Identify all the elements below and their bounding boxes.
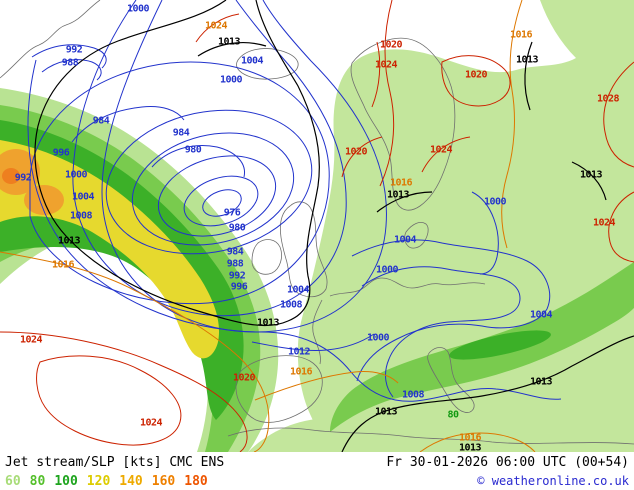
isobar-1020-east (379, 0, 395, 187)
legend-value-80: 80 (29, 474, 46, 489)
isobar-980 (183, 175, 259, 227)
jet-speed-legend: 60 80 100 120 140 160 180 (5, 470, 217, 489)
isobar-1028 (603, 61, 634, 168)
isobar-988-nw (41, 59, 102, 81)
isobars-black (34, 0, 634, 452)
isobar-1024-a (371, 41, 381, 108)
isobar-1020-cell (441, 55, 511, 107)
isobar-1024-right (608, 191, 634, 263)
isobar-1016-med (254, 371, 399, 401)
isobar-976 (202, 189, 242, 217)
isobar-1016-east (501, 0, 523, 249)
isobar-1004-east (351, 239, 551, 382)
isobar-1000-east (361, 266, 521, 398)
coast-greenland (0, 0, 101, 79)
map-area: 1000 992 988 1024 1013 1004 1000 1020 1024 1016 10… (0, 0, 634, 453)
coast-africa (227, 427, 634, 445)
coast-iberia (235, 355, 323, 423)
legend-value-160: 160 (151, 474, 176, 489)
isobar-1016-bottom (419, 432, 536, 452)
isobar-1024-top (195, 13, 240, 43)
isobar-1013-bottom (341, 335, 634, 452)
isobar-980-spiral (151, 145, 246, 178)
legend-value-120: 120 (86, 474, 111, 489)
coastlines (0, 0, 634, 445)
isobar-1008 (27, 59, 562, 402)
legend-value-100: 100 (54, 474, 78, 489)
jet-fill-60-south (248, 418, 332, 452)
isobar-1000-west (72, 0, 347, 317)
legend-value-60: 60 (5, 474, 21, 489)
isobar-1013-right (571, 161, 607, 201)
isobars-red (0, 0, 634, 452)
isobar-1004-west (101, 0, 387, 333)
jet-fill-100-east (449, 330, 551, 360)
coast-scandinavia (350, 37, 456, 211)
isobars-blue (27, 0, 562, 402)
isobar-1013-main (34, 0, 320, 327)
isobar-1012 (251, 333, 375, 351)
isobar-1013-mid (376, 191, 433, 213)
jet-fill-160 (2, 168, 20, 184)
isobar-996 (29, 61, 330, 305)
isobar-1024-south-loop (36, 355, 182, 446)
chart-title: Jet stream/SLP [kts] CMC ENS (5, 455, 225, 470)
coast-denmark (404, 222, 429, 249)
coast-iceland (236, 48, 299, 80)
valid-datetime: Fr 30-01-2026 06:00 UTC (00+54) (386, 455, 629, 470)
legend-value-140: 140 (119, 474, 143, 489)
coast-france (312, 299, 323, 365)
isobar-1013-right-vert (524, 41, 533, 111)
isobar-1020-c (341, 136, 383, 178)
coast-ireland (251, 239, 282, 275)
coast-italy (427, 347, 475, 413)
map-svg (0, 0, 634, 452)
jet-stream-fills (0, 0, 634, 452)
isobar-1024-b (421, 136, 471, 173)
legend-value-180: 180 (184, 474, 208, 489)
isobar-984 (157, 155, 277, 237)
isobar-1016-southwest (0, 251, 270, 452)
coast-uk (279, 201, 328, 298)
isobar-992 (105, 109, 313, 255)
footer: Jet stream/SLP [kts] CMC ENS Fr 30-01-20… (0, 452, 634, 490)
isobar-988 (131, 132, 295, 246)
coast-north-europe (329, 277, 486, 297)
isobar-1020-south (0, 331, 248, 452)
copyright-watermark: © weatheronline.co.uk (477, 474, 629, 488)
isobar-984-spiral (71, 106, 185, 143)
isobar-1013-iceland (197, 41, 267, 57)
isobar-1000-north-branch (471, 191, 499, 275)
isobar-992-nw (31, 44, 107, 69)
